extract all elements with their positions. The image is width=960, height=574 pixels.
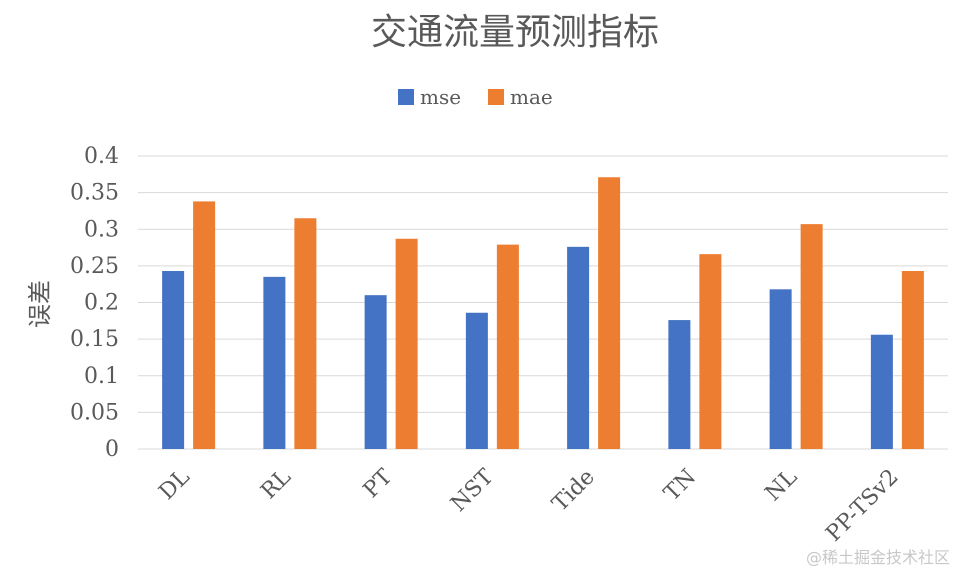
legend: mse mae bbox=[398, 85, 553, 109]
bar-mae-nl bbox=[800, 224, 823, 449]
bar-mae-rl bbox=[294, 218, 317, 449]
legend-label-mae: mae bbox=[510, 85, 553, 109]
legend-label-mse: mse bbox=[420, 85, 461, 109]
y-axis-ticks: 0 0.05 0.1 0.15 0.2 0.25 0.3 0.35 0.4 bbox=[70, 144, 119, 462]
bar-mse-nl bbox=[769, 289, 792, 449]
bar-mae-tn bbox=[699, 254, 722, 449]
y-tick-label: 0.4 bbox=[84, 144, 119, 169]
x-tick-label: Tide bbox=[548, 465, 600, 517]
y-axis-label: 误差 bbox=[26, 280, 54, 328]
x-tick-label: PP-TSv2 bbox=[821, 465, 903, 547]
y-tick-label: 0.2 bbox=[84, 291, 119, 316]
gridlines bbox=[138, 155, 948, 450]
x-tick-label: PT bbox=[359, 464, 398, 503]
legend-swatch-mse bbox=[398, 89, 414, 105]
bar-mse-pp-tsv2 bbox=[870, 334, 893, 449]
bar-mse-rl bbox=[263, 276, 286, 449]
x-axis-ticks: DL RL PT NST Tide TN NL PP-TSv2 bbox=[154, 464, 903, 546]
bar-mae-nst bbox=[496, 244, 519, 449]
y-tick-label: 0 bbox=[105, 437, 119, 462]
bar-mse-tn bbox=[668, 320, 691, 449]
bar-mse-dl bbox=[162, 271, 185, 449]
legend-swatch-mae bbox=[488, 89, 504, 105]
x-tick-label: TN bbox=[659, 465, 701, 507]
bar-mse-nst bbox=[465, 312, 488, 449]
y-tick-label: 0.35 bbox=[70, 181, 119, 206]
bar-mse-pt bbox=[364, 295, 387, 449]
bar-mae-tide bbox=[598, 177, 621, 449]
y-tick-label: 0.1 bbox=[84, 364, 119, 389]
bars bbox=[162, 177, 924, 449]
x-tick-label: RL bbox=[256, 464, 296, 504]
y-tick-label: 0.05 bbox=[70, 400, 119, 425]
y-tick-label: 0.3 bbox=[84, 217, 119, 242]
watermark: @稀土掘金技术社区 bbox=[805, 548, 950, 567]
y-tick-label: 0.25 bbox=[70, 254, 119, 279]
x-tick-label: NST bbox=[446, 464, 499, 517]
bar-mae-pt bbox=[395, 238, 418, 449]
x-tick-label: NL bbox=[761, 464, 803, 506]
bar-mae-pp-tsv2 bbox=[901, 271, 924, 449]
bar-mae-dl bbox=[193, 201, 216, 449]
x-tick-label: DL bbox=[154, 464, 195, 505]
y-tick-label: 0.15 bbox=[70, 327, 119, 352]
bar-mse-tide bbox=[567, 246, 590, 449]
chart-title: 交通流量预测指标 bbox=[371, 12, 659, 53]
